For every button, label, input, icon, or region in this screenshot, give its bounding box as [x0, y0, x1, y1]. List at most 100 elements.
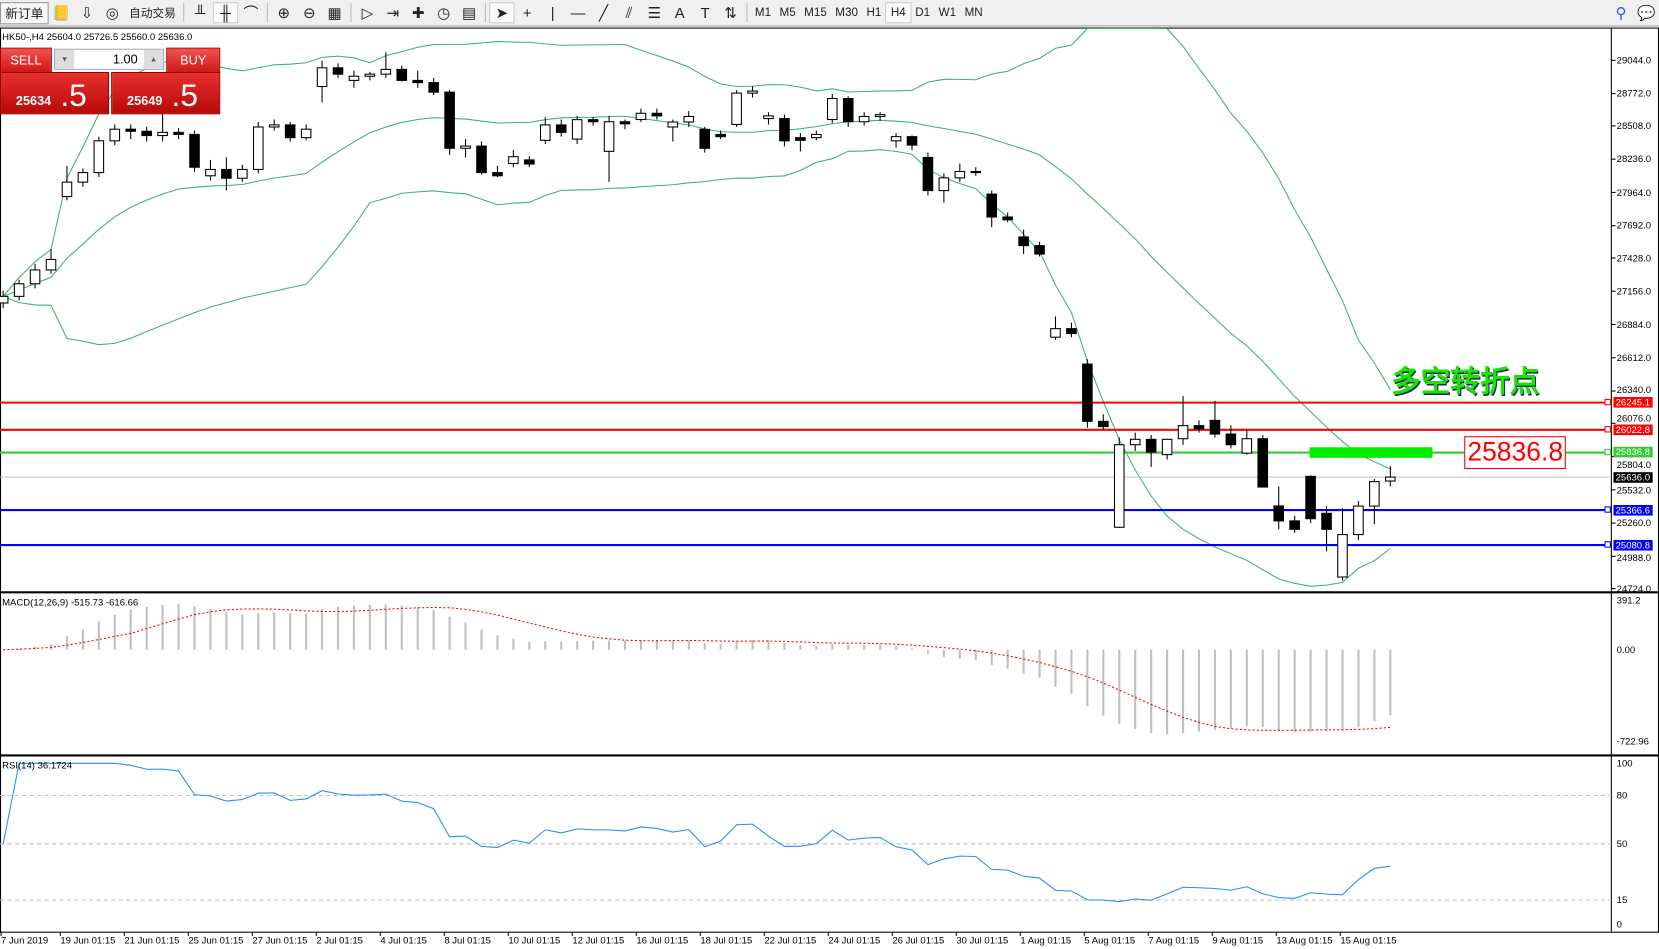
increase-lot-button[interactable]: ▲: [143, 49, 164, 69]
y-tick-label: 28772.0: [1616, 88, 1652, 99]
candle: [1209, 419, 1221, 435]
clock-button[interactable]: ◷: [431, 2, 456, 23]
timeframe-m15[interactable]: M15: [804, 6, 827, 20]
annotation-text[interactable]: 多空转折点: [1391, 364, 1540, 400]
horizontal-line-button[interactable]: —: [565, 2, 590, 23]
templates-button[interactable]: ▤: [456, 2, 481, 23]
candle: [1034, 245, 1045, 255]
price-line-tag[interactable]: 25836.8: [1613, 447, 1653, 458]
line-anchor: [1604, 506, 1611, 513]
arrows-button[interactable]: ⇅: [718, 2, 743, 23]
price-line-tag[interactable]: 26245.1: [1613, 397, 1653, 408]
crosshair-button[interactable]: +: [515, 2, 540, 23]
buy-price-button[interactable]: 25649 .5: [111, 71, 221, 115]
toolbar-separator: [484, 3, 486, 23]
timeframe-w1[interactable]: W1: [938, 6, 957, 20]
rsi-line: [2, 762, 1391, 903]
book-button[interactable]: 📒: [49, 2, 74, 23]
text-button[interactable]: A: [667, 2, 692, 23]
cursor-icon: ➤: [495, 3, 509, 21]
line-anchor: [1604, 448, 1611, 456]
sell-button[interactable]: SELL: [0, 47, 52, 74]
sell-price-button[interactable]: 25634 .5: [0, 71, 110, 115]
autoscroll-button[interactable]: ▷: [355, 2, 380, 23]
macd-label: MACD(12,26,9) -515.73 -616.66: [2, 597, 139, 608]
fibonacci-button[interactable]: ☰: [642, 2, 667, 23]
timeframe-m30[interactable]: M30: [835, 6, 858, 20]
candle: [332, 67, 344, 75]
cursor-button[interactable]: ➤: [489, 2, 515, 24]
candle: [1321, 512, 1332, 530]
timeframe-m1[interactable]: M1: [754, 6, 772, 20]
y-tick-label: 28508.0: [1616, 120, 1652, 132]
indicators-button[interactable]: ✚: [406, 2, 431, 23]
indicators-icon: ✚: [411, 3, 425, 21]
candle: [1098, 420, 1109, 428]
zoom-in-button[interactable]: ⊕: [271, 2, 296, 23]
price-line-tag[interactable]: 25366.6: [1613, 504, 1653, 516]
clock-icon: ◷: [437, 3, 451, 21]
line-anchor: [1604, 541, 1611, 548]
auto-trading-button[interactable]: 自动交易: [129, 7, 176, 21]
candle: [61, 181, 73, 198]
timeframe-mn[interactable]: MN: [964, 6, 983, 20]
text-label-button[interactable]: T: [692, 2, 717, 23]
bar-chart-button[interactable]: ╨: [187, 2, 212, 23]
decrease-lot-button[interactable]: ▼: [55, 49, 75, 69]
candle: [683, 115, 695, 123]
chat-button[interactable]: 💬: [1634, 2, 1659, 23]
x-tick-label: 21 Jun 01:15: [124, 934, 180, 946]
candle: [890, 136, 902, 142]
candle: [763, 115, 774, 120]
new-order-button[interactable]: 新订单: [0, 1, 49, 24]
candle: [141, 130, 152, 137]
timeframe-d1[interactable]: D1: [915, 6, 931, 20]
signal-icon: ◎: [105, 3, 119, 21]
timeframe-h1[interactable]: H1: [866, 6, 882, 20]
candle: [555, 124, 567, 133]
candle: [1066, 328, 1077, 335]
trendline-icon: ╱: [599, 3, 608, 21]
download-button[interactable]: ⇩: [74, 2, 99, 23]
vertical-line-icon: |: [550, 4, 555, 22]
trendline-button[interactable]: ╱: [591, 2, 616, 23]
lot-size-input[interactable]: ▼ 1.00 ▲: [53, 48, 165, 70]
x-tick-label: 10 Jul 01:15: [508, 934, 561, 946]
signal-button[interactable]: ◎: [100, 2, 125, 23]
x-tick-label: 16 Jul 01:15: [636, 934, 689, 946]
candle: [858, 115, 870, 123]
equidistant-channel-icon: ⫽: [625, 3, 633, 21]
vertical-line-button[interactable]: |: [540, 2, 565, 23]
buy-button[interactable]: BUY: [166, 47, 221, 74]
rsi-axis-label: 50: [1616, 838, 1628, 850]
candle: [922, 156, 934, 192]
candle: [252, 126, 264, 170]
bb-upper-line: [2, 28, 1391, 390]
search-button[interactable]: ⚲: [1608, 2, 1633, 23]
candle: [954, 170, 966, 179]
candle: [173, 131, 184, 135]
one-click-trading-panel: SELL ▼ 1.00 ▲ BUY 25634 .5 25649 .5: [0, 47, 221, 115]
equidistant-channel-button[interactable]: ⫽: [616, 2, 641, 23]
price-line-tag[interactable]: 26022.8: [1613, 424, 1653, 436]
y-tick-label: 27692.0: [1616, 220, 1652, 231]
timeframe-h4[interactable]: H4: [885, 2, 912, 24]
candlestick-button[interactable]: ╫: [212, 2, 239, 24]
candle: [874, 114, 886, 118]
candle: [268, 124, 280, 128]
candle: [1018, 236, 1029, 247]
candle: [603, 121, 615, 152]
candle: [747, 90, 758, 94]
timeframe-m5[interactable]: M5: [779, 6, 796, 20]
price-line-tag[interactable]: 25080.8: [1613, 539, 1653, 551]
candle: [970, 170, 982, 174]
candle: [1289, 520, 1300, 530]
price-label-box[interactable]: 25836.8: [1464, 436, 1567, 470]
sell-price: 25634: [15, 93, 52, 108]
rsi-axis-label: 15: [1616, 894, 1628, 906]
chart-shift-button[interactable]: ⇥: [380, 2, 405, 23]
tile-windows-button[interactable]: ▦: [322, 2, 347, 23]
line-chart-button[interactable]: ⌒: [238, 2, 263, 23]
zoom-out-button[interactable]: ⊖: [296, 2, 321, 23]
